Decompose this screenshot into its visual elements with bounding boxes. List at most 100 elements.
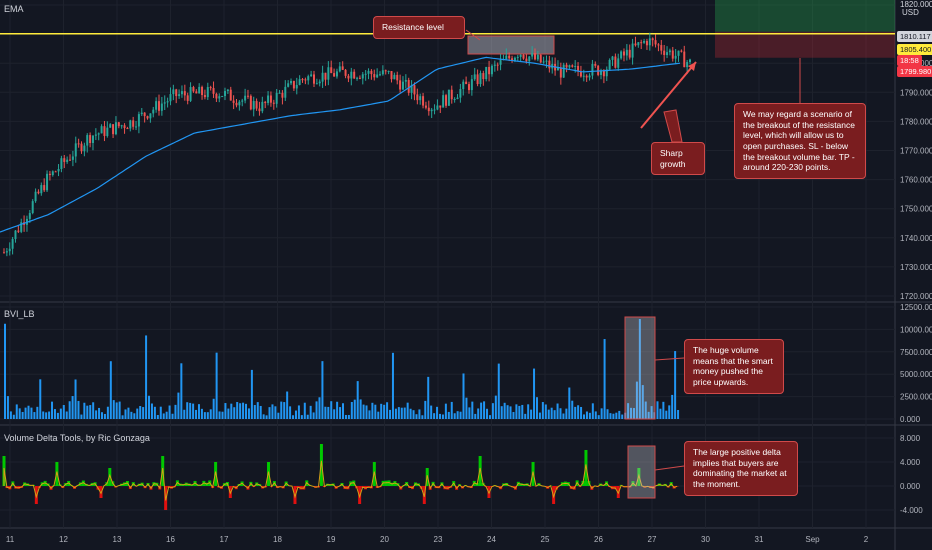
currency-label: USD bbox=[902, 8, 919, 17]
volume-bar bbox=[527, 404, 530, 419]
candle-body bbox=[97, 133, 100, 135]
candle-body bbox=[224, 91, 227, 97]
candle-body bbox=[542, 61, 545, 63]
x-tick-label: 20 bbox=[380, 535, 389, 544]
candle-body bbox=[373, 74, 376, 78]
y-tick-label: 1720.000 bbox=[900, 292, 932, 301]
candle-body bbox=[287, 83, 290, 87]
volume-bar bbox=[430, 405, 433, 419]
candle-body bbox=[312, 74, 315, 84]
volume-bar bbox=[186, 402, 189, 419]
candle-body bbox=[442, 95, 445, 108]
candle-body bbox=[370, 70, 373, 75]
volume-bar bbox=[95, 410, 98, 419]
candle-body bbox=[117, 122, 120, 127]
candle-body bbox=[169, 94, 172, 102]
candle-body bbox=[330, 67, 333, 74]
volume-bar bbox=[74, 379, 77, 419]
candle-body bbox=[686, 62, 689, 68]
volume-bar bbox=[594, 411, 597, 419]
y-tick-label: 0.000 bbox=[900, 415, 921, 424]
volume-bar bbox=[521, 404, 524, 419]
volume-bar bbox=[356, 381, 359, 419]
volume-bar bbox=[342, 403, 344, 419]
candle-body bbox=[321, 72, 324, 82]
volume-bar bbox=[606, 409, 609, 419]
volume-bar bbox=[271, 404, 274, 419]
candle-body bbox=[201, 86, 204, 96]
y-tick-label: -4.000 bbox=[900, 506, 923, 515]
volume-bar bbox=[77, 400, 80, 419]
volume-bar bbox=[665, 410, 668, 419]
growth-pointer bbox=[663, 109, 683, 143]
candle-body bbox=[651, 38, 654, 41]
volume-bar bbox=[200, 408, 203, 419]
volume-bar bbox=[280, 401, 283, 419]
candle-body bbox=[129, 120, 132, 129]
volume-bar bbox=[150, 403, 153, 419]
candle-body bbox=[666, 52, 669, 56]
candle-body bbox=[295, 84, 298, 89]
volume-pointer bbox=[654, 357, 685, 361]
candle-body bbox=[333, 73, 336, 77]
candle-body bbox=[404, 79, 407, 82]
candle-body bbox=[244, 95, 247, 101]
candle-body bbox=[298, 79, 301, 85]
volume-bar bbox=[315, 401, 318, 419]
volume-bar bbox=[327, 406, 330, 419]
volume-bar bbox=[195, 409, 198, 419]
volume-bar bbox=[253, 405, 256, 419]
volume-bar bbox=[553, 410, 556, 419]
candle-body bbox=[522, 54, 525, 59]
x-tick-label: 24 bbox=[487, 535, 496, 544]
volume-bar bbox=[509, 406, 512, 419]
candle-body bbox=[307, 76, 310, 81]
volume-bar bbox=[638, 319, 641, 419]
candle-body bbox=[511, 58, 514, 62]
candle-body bbox=[112, 124, 115, 135]
volume-bar bbox=[4, 323, 6, 419]
volume-bar bbox=[533, 368, 536, 419]
volume-bar bbox=[438, 413, 441, 419]
candle-body bbox=[577, 65, 580, 72]
volume-bar bbox=[189, 402, 192, 419]
candle-body bbox=[341, 66, 344, 70]
candle-body bbox=[594, 63, 597, 66]
volume-bar bbox=[391, 352, 394, 419]
volume-bar bbox=[456, 411, 459, 419]
candle-body bbox=[671, 50, 674, 59]
volume-bar bbox=[524, 413, 527, 419]
candle-body bbox=[103, 126, 106, 136]
candle-body bbox=[5, 251, 8, 253]
volume-bar bbox=[48, 411, 51, 419]
candle-body bbox=[350, 71, 353, 79]
volume-bar bbox=[45, 412, 48, 419]
candle-body bbox=[91, 135, 94, 144]
candle-body bbox=[135, 126, 138, 128]
candle-body bbox=[640, 42, 643, 44]
candle-body bbox=[556, 67, 559, 71]
candle-body bbox=[126, 128, 129, 130]
volume-bar bbox=[486, 408, 489, 419]
candle-body bbox=[401, 81, 404, 90]
volume-bar bbox=[6, 396, 9, 419]
volume-bar bbox=[203, 412, 206, 419]
candle-body bbox=[410, 85, 413, 93]
volume-bar bbox=[330, 401, 333, 419]
current-price-tag: 1805.400 bbox=[897, 44, 932, 55]
candle-body bbox=[54, 171, 57, 173]
candle-body bbox=[608, 59, 611, 70]
volume-bar bbox=[671, 394, 674, 419]
volume-bar bbox=[591, 403, 594, 419]
y-tick-label: 1730.000 bbox=[900, 263, 932, 272]
candle-body bbox=[192, 87, 195, 92]
volume-bar bbox=[256, 402, 259, 419]
candle-body bbox=[361, 74, 364, 79]
volume-bar bbox=[677, 409, 680, 419]
volume-bar bbox=[406, 402, 409, 419]
volume-bar bbox=[142, 407, 145, 419]
candle-body bbox=[585, 75, 588, 78]
volume-bar bbox=[136, 408, 139, 419]
volume-callout: The huge volume means that the smart mon… bbox=[684, 339, 784, 394]
